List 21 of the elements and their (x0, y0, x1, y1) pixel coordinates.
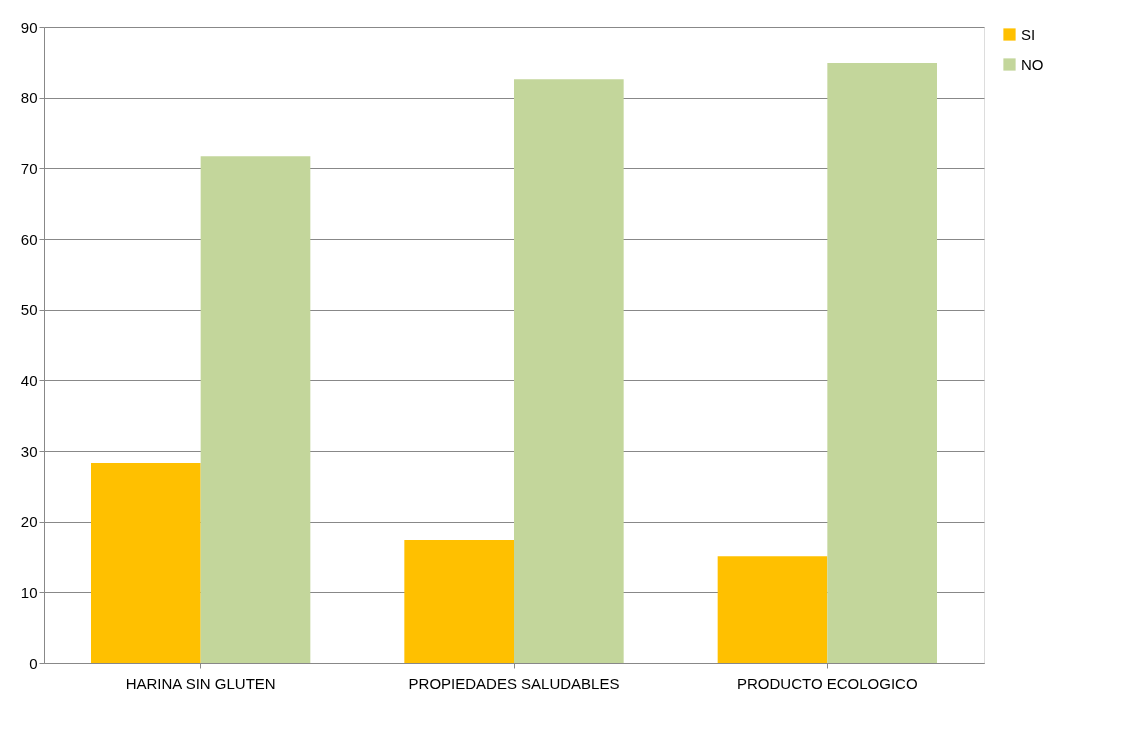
bar (404, 540, 514, 663)
y-tick-label: 80 (20, 89, 38, 107)
bar (514, 79, 624, 663)
x-tick-label: PROPIEDADES SALUDABLES (408, 674, 620, 692)
y-tick-label: 40 (20, 371, 38, 389)
bar (717, 556, 828, 663)
y-tick-label: 0 (29, 654, 38, 672)
y-tick-label: 50 (20, 301, 38, 319)
y-tick-label: 20 (20, 513, 38, 531)
legend-label: SI (1021, 25, 1036, 43)
bar (827, 63, 937, 663)
x-tick-label: PRODUCTO ECOLOGICO (737, 674, 918, 692)
y-tick-label: 30 (20, 442, 38, 460)
y-tick-label: 90 (20, 18, 38, 36)
y-tick-label: 10 (20, 583, 38, 601)
y-tick-label: 60 (20, 230, 38, 248)
x-tick-label: HARINA SIN GLUTEN (125, 674, 276, 692)
bar (91, 463, 201, 663)
y-tick-label: 70 (20, 159, 38, 177)
legend-label: NO (1021, 55, 1044, 73)
bar (200, 156, 311, 663)
